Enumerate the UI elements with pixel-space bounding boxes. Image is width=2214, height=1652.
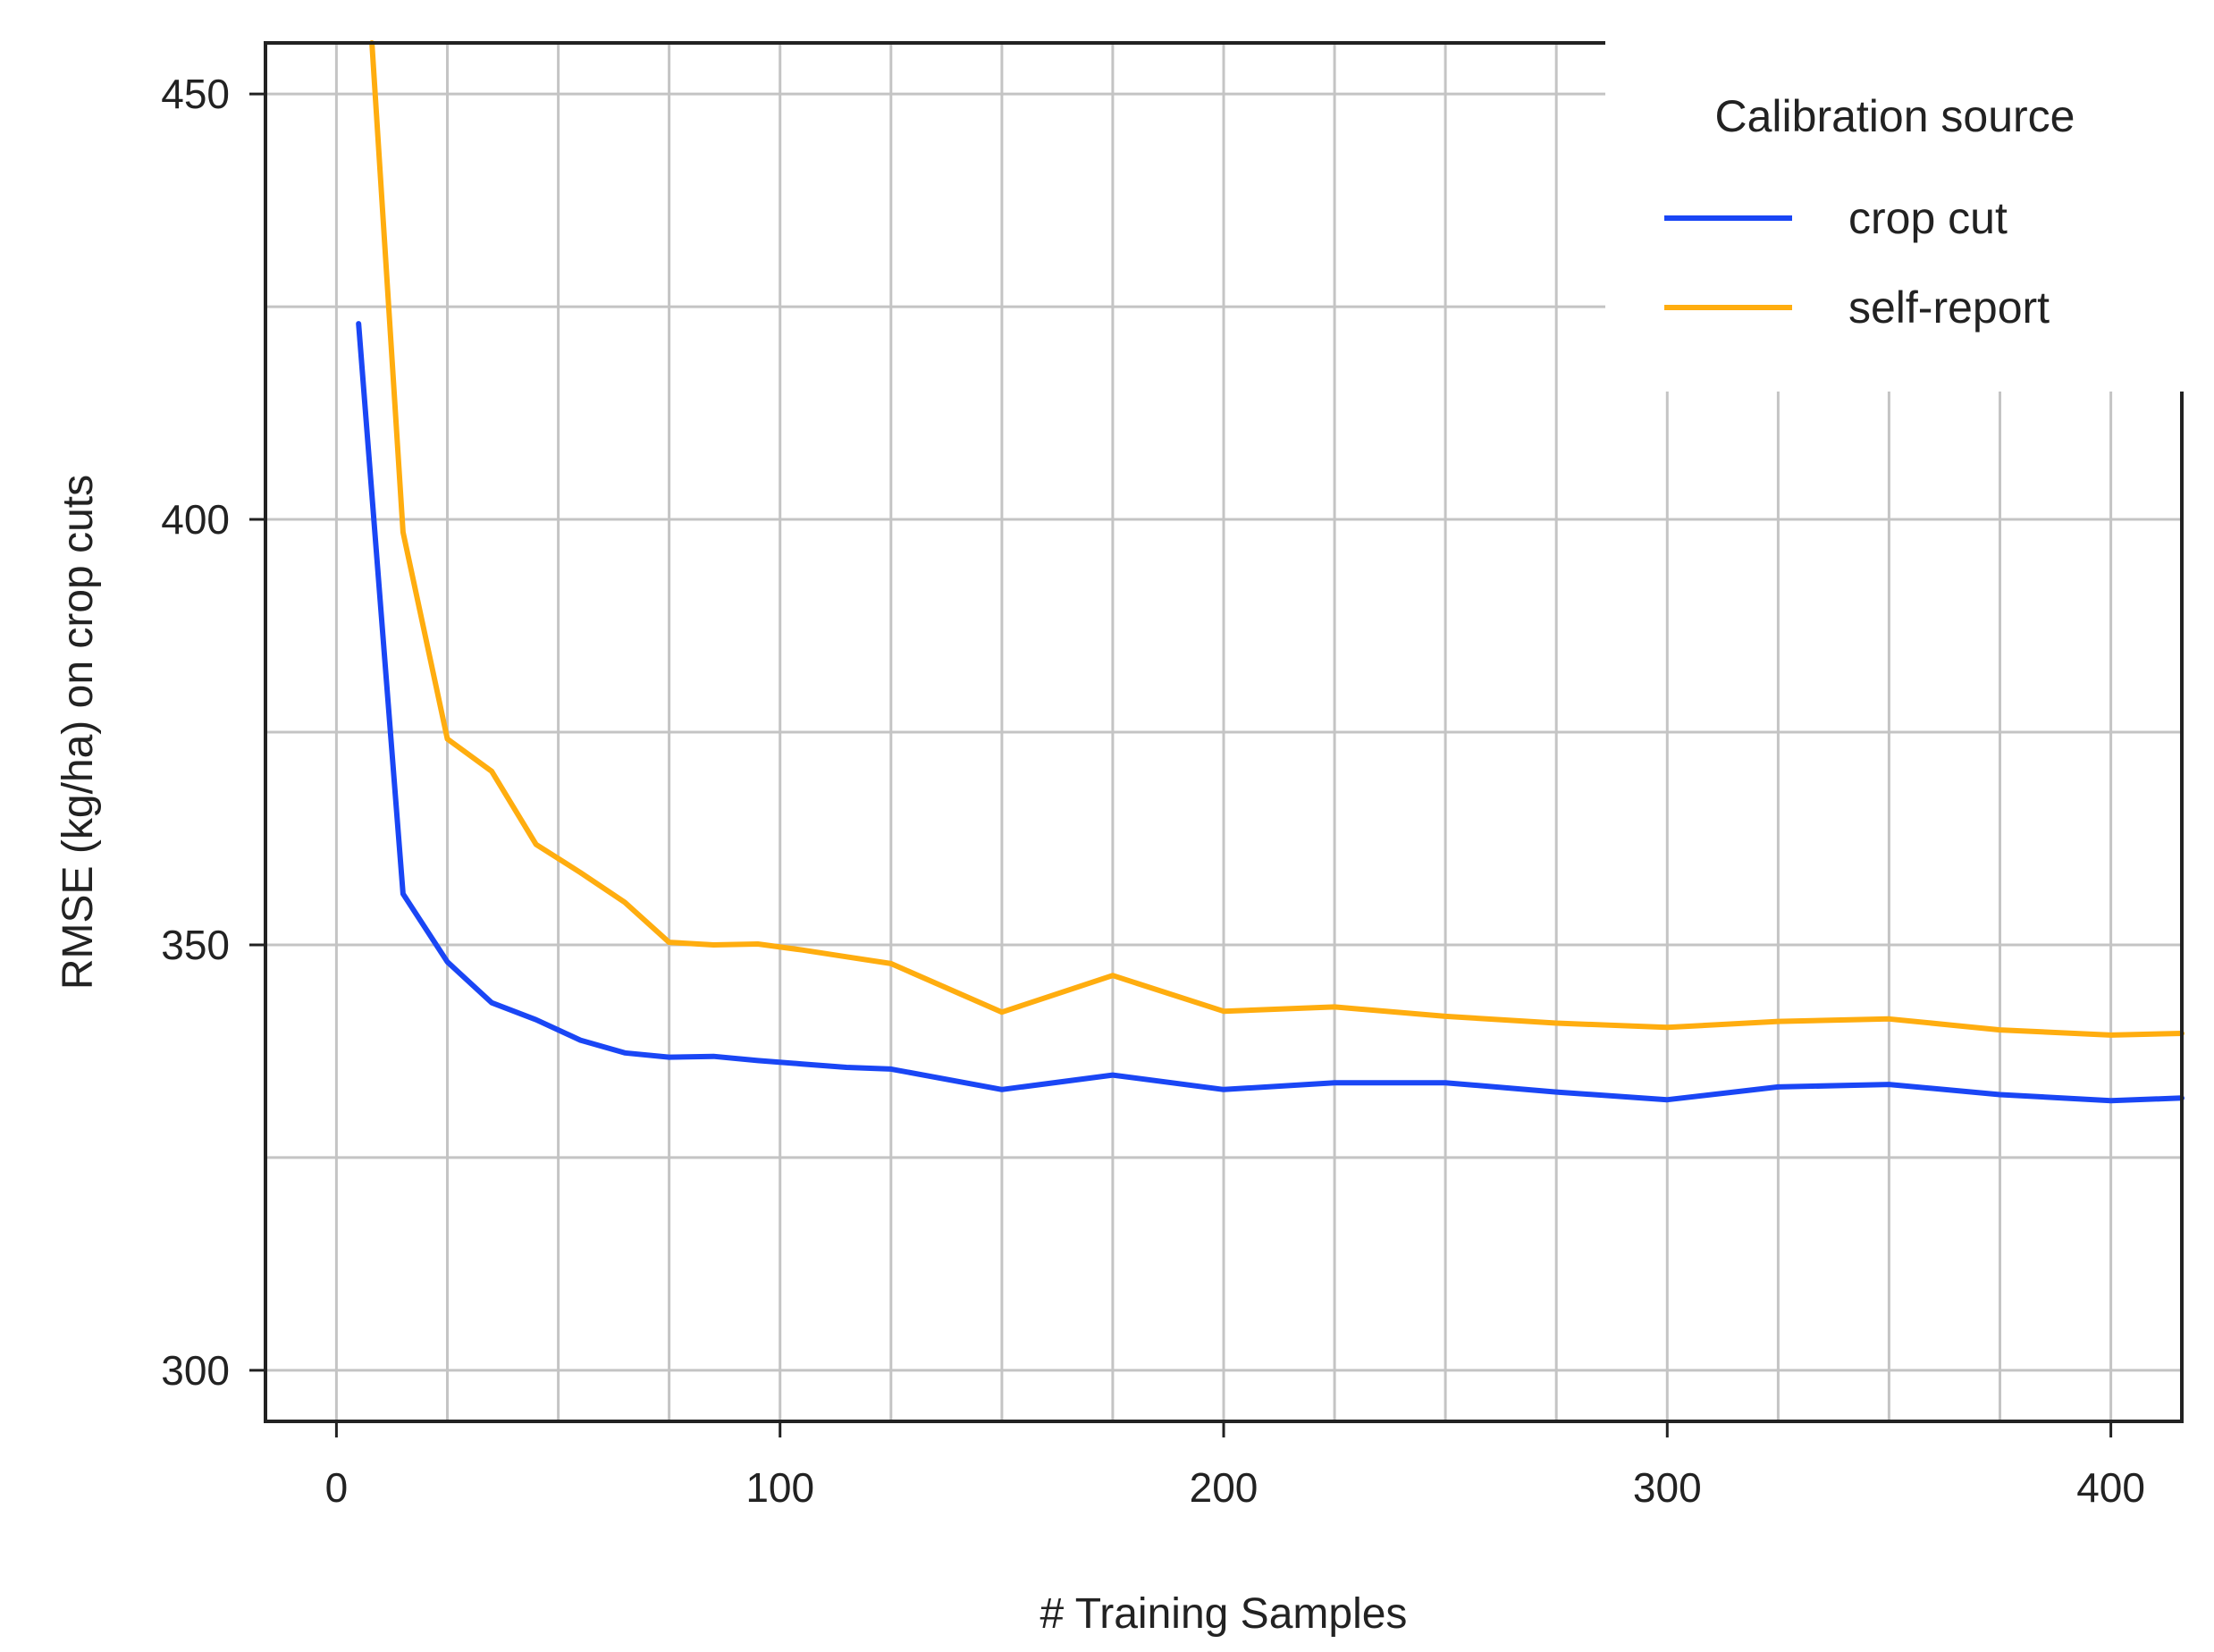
x-axis-title: # Training Samples bbox=[1040, 1590, 1408, 1638]
y-tick-label: 350 bbox=[161, 922, 230, 968]
y-tick-label: 300 bbox=[161, 1347, 230, 1394]
legend: Calibration source crop cut self-report bbox=[1605, 43, 2182, 392]
plot-frame bbox=[264, 41, 2184, 1423]
series-lines bbox=[356, 40, 2185, 1104]
legend-label-self-report: self-report bbox=[1848, 282, 2050, 333]
x-tick-label: 0 bbox=[325, 1464, 349, 1511]
x-tick-label: 100 bbox=[745, 1464, 814, 1511]
axes: 0 100 200 300 400 300 350 400 450 bbox=[161, 71, 2145, 1511]
legend-label-crop-cut: crop cut bbox=[1848, 193, 2008, 243]
y-tick-label: 400 bbox=[161, 496, 230, 543]
y-tick-label: 450 bbox=[161, 71, 230, 117]
x-tick-label: 200 bbox=[1190, 1464, 1259, 1511]
x-tick-label: 300 bbox=[1633, 1464, 1702, 1511]
series-line-self-report bbox=[369, 40, 2185, 1038]
y-axis-title: RMSE (kg/ha) on crop cuts bbox=[55, 475, 102, 990]
grid-lines bbox=[265, 43, 2182, 1421]
series-line-crop-cut bbox=[356, 321, 2185, 1104]
x-tick-label: 400 bbox=[2076, 1464, 2145, 1511]
legend-title: Calibration source bbox=[1715, 91, 2075, 141]
